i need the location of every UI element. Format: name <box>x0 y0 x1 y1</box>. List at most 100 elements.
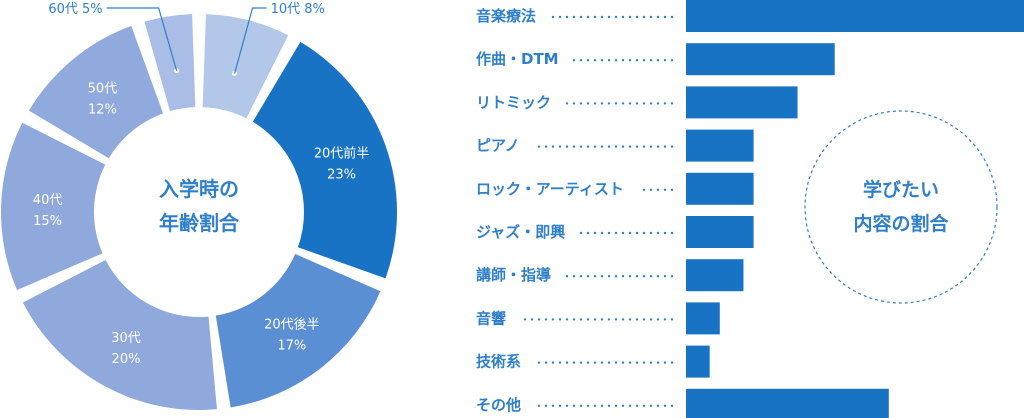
dot-leader <box>663 361 667 364</box>
dot-leader <box>656 318 660 321</box>
dot-leader <box>670 318 674 321</box>
dot-leader <box>579 318 583 321</box>
dot-leader <box>656 188 660 191</box>
dot-leader <box>656 59 660 62</box>
slice-pct-label: 23% <box>327 168 356 183</box>
dot-leader <box>544 361 548 364</box>
dot-leader <box>607 15 611 19</box>
bar <box>686 43 835 76</box>
dot-leader <box>670 361 674 364</box>
slice-pct-label: 15% <box>33 214 62 229</box>
dot-leader <box>670 15 674 19</box>
dot-leader <box>593 361 597 364</box>
dot-leader <box>565 275 569 278</box>
dot-leader <box>586 275 590 278</box>
dot-leader <box>579 15 583 19</box>
bar-category-label: ピアノ <box>476 137 520 155</box>
dot-leader <box>586 102 590 105</box>
bar-chart-title-circle: 学びたい 内容の割合 <box>804 110 998 304</box>
dot-leader <box>649 188 653 191</box>
bar <box>686 216 754 248</box>
dot-leader <box>642 15 646 19</box>
dot-leader <box>670 145 674 148</box>
dot-leader <box>558 15 562 19</box>
dot-leader <box>663 318 667 321</box>
dot-leader <box>607 145 611 148</box>
dot-leader <box>670 59 674 62</box>
dot-leader <box>586 404 590 407</box>
dot-leader <box>628 361 632 364</box>
dot-leader <box>635 404 639 407</box>
dot-leader <box>621 15 625 19</box>
bar-category-label: ジャズ・即興 <box>476 223 565 241</box>
dot-leader <box>607 102 611 105</box>
dot-leader <box>649 59 653 62</box>
bar-category-label: 講師・指導 <box>476 266 551 284</box>
dot-leader <box>663 231 667 235</box>
dot-leader <box>635 231 639 235</box>
dot-leader <box>600 318 604 321</box>
dot-leader <box>628 404 632 407</box>
dot-leader <box>621 231 625 235</box>
dot-leader <box>579 59 583 62</box>
dot-leader <box>586 361 590 364</box>
leader-line <box>233 7 267 74</box>
bar <box>686 259 744 292</box>
dot-leader <box>544 318 548 321</box>
dot-leader <box>579 275 583 278</box>
dot-leader <box>656 231 660 235</box>
dot-leader <box>565 15 569 19</box>
dotted-circle <box>804 110 998 304</box>
bar-category-label: 音楽療法 <box>476 7 536 25</box>
dot-leader <box>642 231 646 235</box>
dot-leader <box>670 231 674 235</box>
dot-leader <box>551 145 555 148</box>
pie-slice <box>22 259 217 410</box>
dot-leader <box>565 318 569 321</box>
dot-leader <box>642 102 646 105</box>
dot-leader <box>530 318 534 321</box>
dot-leader <box>600 275 604 278</box>
dot-leader <box>635 318 639 321</box>
age-pie-chart: 10代 8% 20代前半 23% 20代後半 17% 30代 20% 40代 15% 50代 12%… <box>0 2 397 410</box>
dot-leader <box>663 275 667 278</box>
dot-leader <box>537 404 541 407</box>
bar-category-label: 技術系 <box>476 353 521 371</box>
dot-leader <box>607 231 611 235</box>
dot-leader <box>663 102 667 105</box>
bar-category-label: リトミック <box>476 93 551 111</box>
dot-leader <box>614 404 618 407</box>
slice-name-label: 50代 <box>88 81 118 96</box>
dot-leader <box>670 404 674 407</box>
dot-leader <box>628 102 632 105</box>
dot-leader <box>614 361 618 364</box>
dot-leader <box>649 318 653 321</box>
dot-leader <box>656 15 660 19</box>
dot-leader <box>628 275 632 278</box>
bar <box>686 172 754 205</box>
dot-leader <box>572 102 576 105</box>
dot-leader <box>572 59 576 62</box>
pie-title-line-2: 年齢割合 <box>159 211 240 235</box>
dot-leader <box>600 15 604 19</box>
dot-leader <box>565 404 569 407</box>
dot-leader <box>649 145 653 148</box>
dot-leader <box>565 102 569 105</box>
dot-leader <box>656 361 660 364</box>
dot-leader <box>649 231 653 235</box>
dot-leader <box>579 361 583 364</box>
dot-leader <box>551 15 555 19</box>
dot-leader <box>628 145 632 148</box>
dot-leader <box>600 231 604 235</box>
dot-leader <box>649 275 653 278</box>
pie-title-line-1: 入学時の <box>159 177 239 201</box>
slice-pct-label: 20% <box>112 352 141 367</box>
dot-leader <box>593 231 597 235</box>
dot-leader <box>572 361 576 364</box>
dot-leader <box>586 59 590 62</box>
bar-title-line-1: 学びたい <box>863 178 939 201</box>
dot-leader <box>649 361 653 364</box>
dot-leader <box>614 102 618 105</box>
dot-leader <box>663 188 667 191</box>
